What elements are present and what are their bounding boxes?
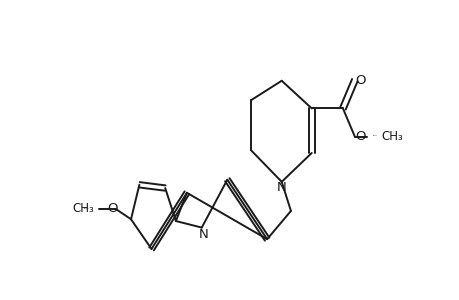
Text: O: O (107, 202, 118, 215)
Text: O: O (355, 74, 365, 87)
Text: N: N (276, 181, 286, 194)
Text: CH₃: CH₃ (381, 130, 403, 142)
Text: N: N (198, 228, 207, 241)
Text: methyl: methyl (372, 135, 377, 136)
Text: O: O (355, 130, 365, 143)
Text: CH₃: CH₃ (72, 202, 94, 215)
Text: methoxy: methoxy (84, 208, 90, 209)
